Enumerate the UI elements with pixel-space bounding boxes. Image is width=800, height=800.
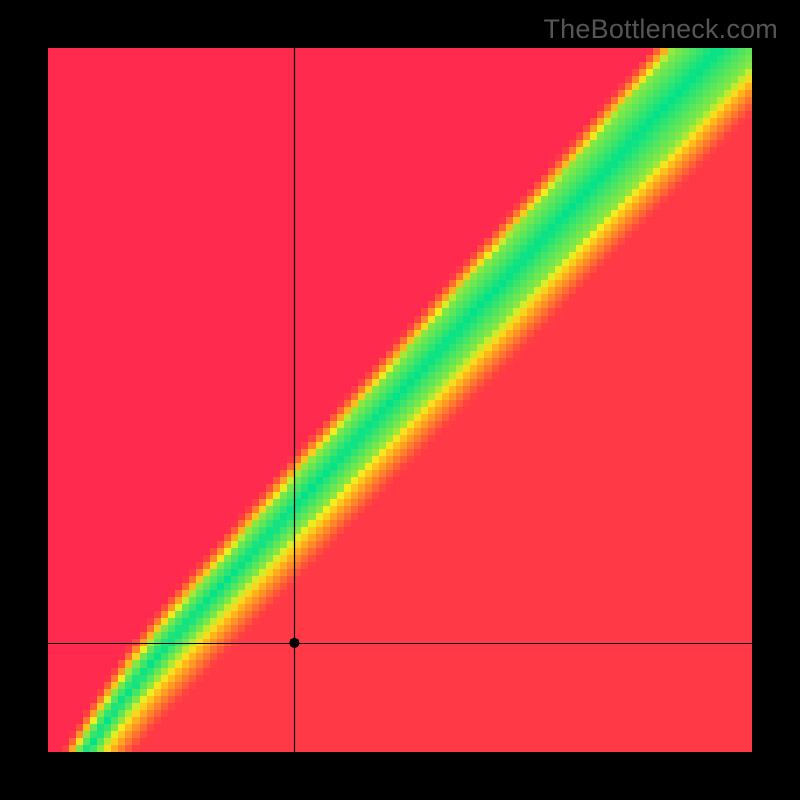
watermark-text: TheBottleneck.com <box>543 14 778 45</box>
chart-container: TheBottleneck.com <box>0 0 800 800</box>
bottleneck-heatmap <box>0 0 800 800</box>
